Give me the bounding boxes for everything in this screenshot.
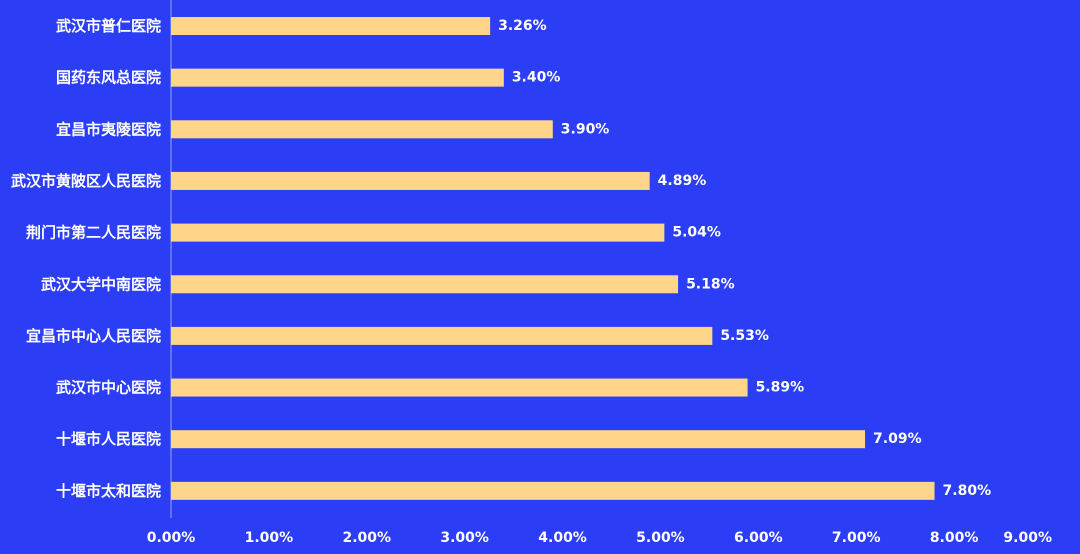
x-tick-label: 6.00% (734, 530, 783, 546)
category-label: 武汉市黄陂区人民医院 (11, 172, 161, 190)
bar (171, 481, 935, 500)
bar (171, 378, 748, 397)
x-tick-label: 9.00% (1003, 530, 1052, 546)
data-label: 7.80% (943, 483, 992, 499)
category-label: 国药东风总医院 (56, 69, 161, 87)
x-tick-label: 4.00% (538, 530, 587, 546)
data-label: 3.90% (561, 121, 610, 137)
x-tick-label: 7.00% (832, 530, 881, 546)
bar (171, 223, 665, 242)
category-label: 宜昌市中心人民医院 (26, 327, 161, 345)
x-tick-label: 0.00% (147, 530, 196, 546)
bar (171, 171, 650, 190)
x-tick-label: 1.00% (245, 530, 294, 546)
category-label: 武汉市普仁医院 (56, 17, 161, 35)
category-label: 武汉市中心医院 (56, 379, 161, 397)
data-label: 5.89% (756, 380, 805, 396)
bar (171, 120, 553, 139)
category-labels: 武汉市普仁医院国药东风总医院宜昌市夷陵医院武汉市黄陂区人民医院荆门市第二人民医院… (11, 17, 161, 500)
category-label: 宜昌市夷陵医院 (56, 120, 161, 138)
x-tick-label: 5.00% (636, 530, 685, 546)
bar (171, 275, 679, 294)
bars-layer (171, 17, 935, 500)
bar (171, 17, 491, 35)
category-label: 荆门市第二人民医院 (26, 224, 161, 242)
x-tick-label: 3.00% (440, 530, 489, 546)
data-label: 3.40% (512, 70, 561, 86)
data-label: 5.53% (720, 328, 769, 344)
value-labels: 3.26% 3.40% 3.90% 4.89% 5.04% 5.18% 5.53% 5.89%… (498, 18, 991, 499)
data-label: 7.09% (873, 431, 922, 447)
bar (171, 326, 713, 345)
data-label: 5.18% (686, 276, 735, 292)
bar (171, 430, 866, 449)
data-label: 3.26% (498, 18, 547, 34)
x-axis-ticks: 0.00% 1.00% 2.00% 3.00% 4.00% 5.00% 6.00% 7.00%… (147, 530, 1052, 546)
category-label: 十堰市人民医院 (56, 430, 161, 448)
x-tick-label: 2.00% (342, 530, 391, 546)
category-label: 武汉大学中南医院 (41, 275, 161, 293)
data-label: 4.89% (658, 173, 707, 189)
category-label: 十堰市太和医院 (56, 482, 161, 500)
bar (171, 68, 504, 87)
x-tick-label: 8.00% (930, 530, 979, 546)
data-label: 5.04% (672, 225, 721, 241)
